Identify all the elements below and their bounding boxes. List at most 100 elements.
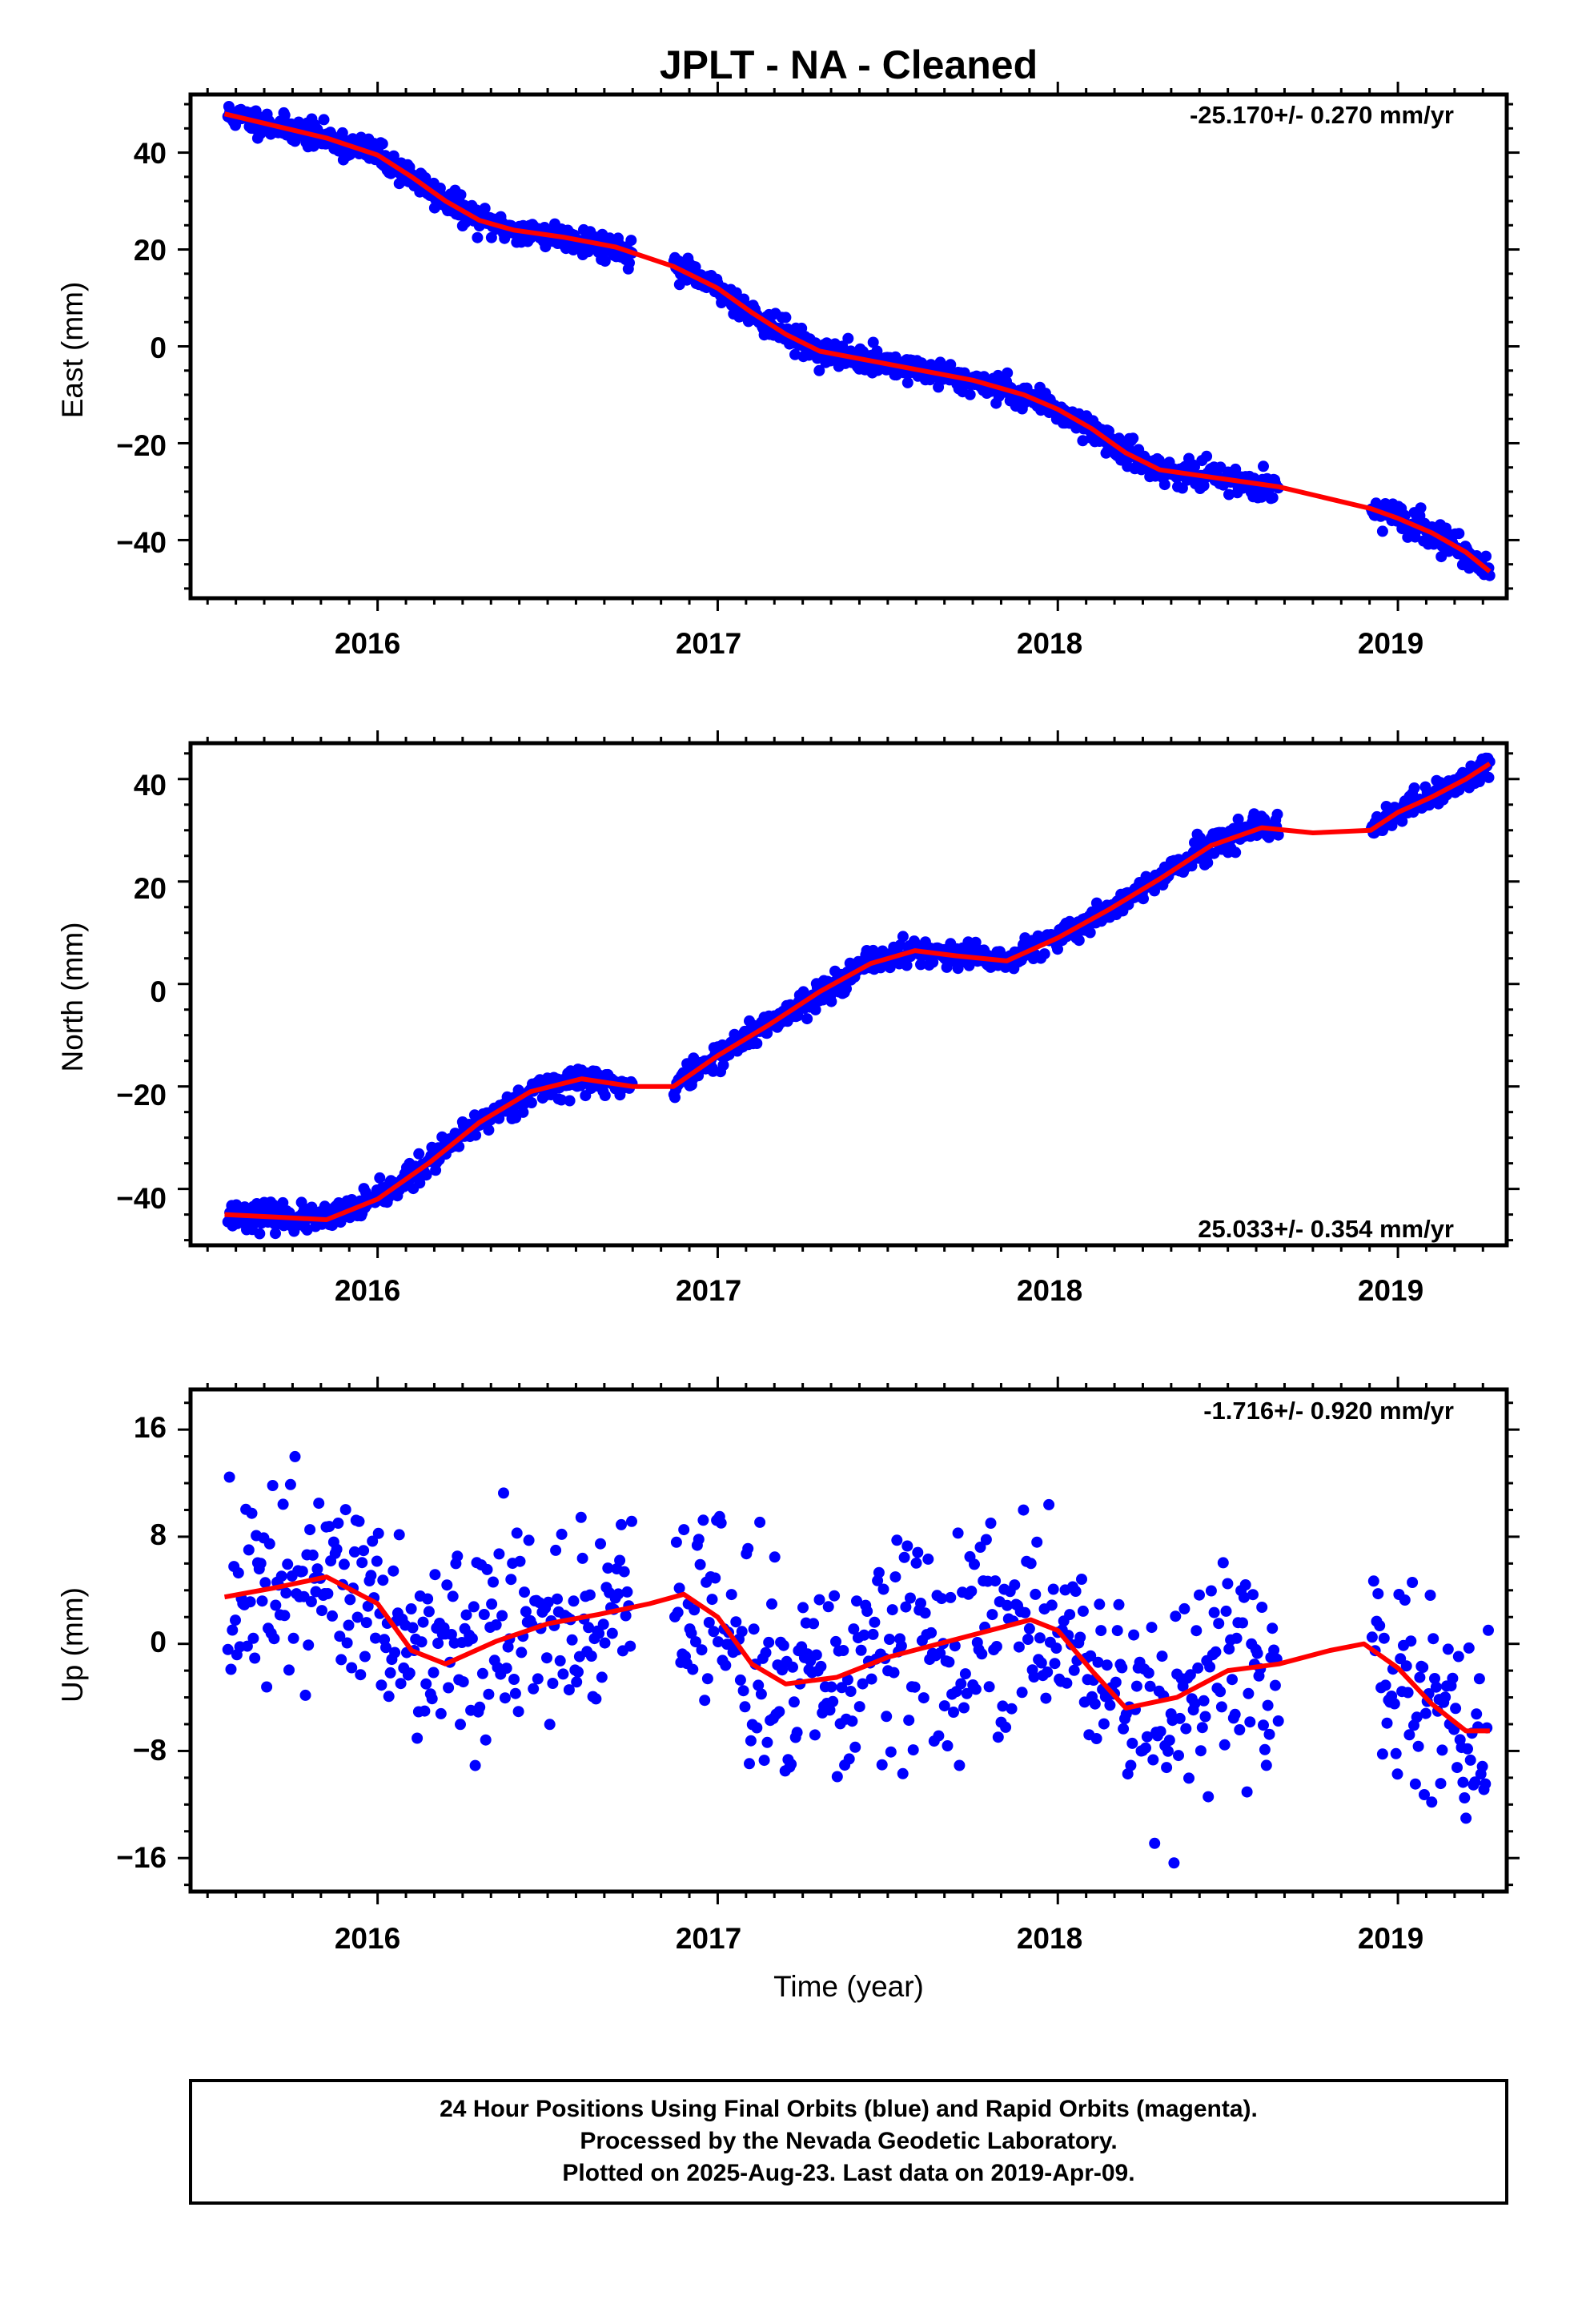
data-point [1022,1634,1034,1645]
data-point [1480,1778,1492,1790]
data-point [1023,1622,1035,1634]
data-point [897,931,909,943]
data-point [599,255,611,267]
data-point [673,1582,685,1594]
data-point [1396,815,1408,827]
data-point [455,1719,466,1731]
data-point [1259,1743,1271,1755]
footer-line-3: Plotted on 2025-Aug-23. Last data on 201… [562,2160,1134,2186]
data-point [1230,846,1242,858]
data-point [499,1692,511,1704]
data-point [897,1767,909,1779]
data-point [568,1595,580,1607]
data-point [372,1527,384,1539]
data-point [387,1565,400,1577]
data-point [1009,1579,1021,1591]
data-point [788,1696,800,1708]
data-point [1126,1737,1138,1749]
east-ytick-label: −40 [116,526,167,559]
data-point [1113,1598,1125,1610]
data-point [512,1706,524,1718]
footer-line-1: 24 Hour Positions Using Final Orbits (bl… [440,2096,1258,2122]
data-point [1189,1698,1201,1710]
data-point [1192,1662,1204,1674]
data-point [1154,1726,1166,1738]
data-point [470,1129,482,1141]
data-point [1189,460,1200,472]
data-point [825,995,837,1007]
up-rate-label: -1.716+/- 0.920 mm/yr [1203,1397,1454,1425]
data-point [1424,1590,1436,1601]
data-point [1237,1617,1248,1629]
data-point [557,1668,569,1680]
east-ytick-label: −20 [116,429,167,462]
data-point [730,1616,742,1628]
data-point [851,1595,862,1607]
north-xtick-label: 2017 [676,1274,741,1307]
data-point [976,1648,988,1660]
data-point [270,1228,281,1240]
data-point [857,1678,869,1690]
data-point [525,1097,537,1108]
data-point [1391,1768,1403,1780]
data-point [1118,1723,1130,1735]
data-point [766,1598,777,1610]
data-point [624,1640,636,1652]
data-point [346,1662,358,1674]
data-point [483,1124,495,1136]
north-xtick-label: 2018 [1017,1274,1082,1307]
data-point [942,1740,954,1751]
data-point [1403,1729,1415,1741]
data-point [443,1682,455,1694]
data-point [1030,1588,1042,1600]
data-point [797,986,809,998]
data-point [1130,1680,1142,1692]
data-point [709,1572,721,1584]
data-point [283,1664,295,1676]
data-point [1095,1625,1107,1637]
data-point [1110,1676,1122,1688]
data-point [1202,857,1214,869]
data-point [460,1609,472,1621]
data-point [792,1010,804,1022]
data-point [858,1629,870,1641]
data-point [915,1598,926,1609]
data-point [1452,1762,1463,1774]
east-panel: East (mm) -25.170+/- 0.270 mm/yr 2016 20… [56,82,1520,660]
data-point [769,1551,781,1563]
data-point [322,1588,334,1599]
data-point [1127,432,1139,444]
data-point [715,1517,727,1529]
data-point [275,1570,287,1582]
data-point [1462,1743,1473,1755]
data-point [1407,1577,1419,1588]
data-point [362,1600,374,1612]
data-point [1038,948,1050,960]
data-point [247,1632,259,1644]
data-point [955,1678,967,1690]
data-point [1372,1588,1384,1600]
data-point [575,1511,587,1523]
data-point [1411,1711,1423,1723]
plot-frame [188,1387,1509,1894]
data-point [1006,1703,1018,1715]
data-point [268,1633,280,1645]
data-point [898,1551,910,1563]
data-point [261,1681,273,1693]
data-point [730,287,742,299]
data-point [360,1617,372,1629]
data-point [599,1090,611,1101]
data-point [476,1667,488,1679]
data-point [885,1746,897,1758]
data-point [1480,550,1492,562]
data-point [1170,1610,1182,1622]
data-point [359,1651,371,1663]
fit-line [224,762,1492,1222]
north-ylabel: North (mm) [56,922,89,1072]
data-point [232,1567,244,1579]
data-point [909,1681,921,1693]
data-point [881,1711,893,1723]
data-point [980,1534,992,1546]
data-point [422,1593,434,1605]
data-point [1460,1812,1472,1824]
